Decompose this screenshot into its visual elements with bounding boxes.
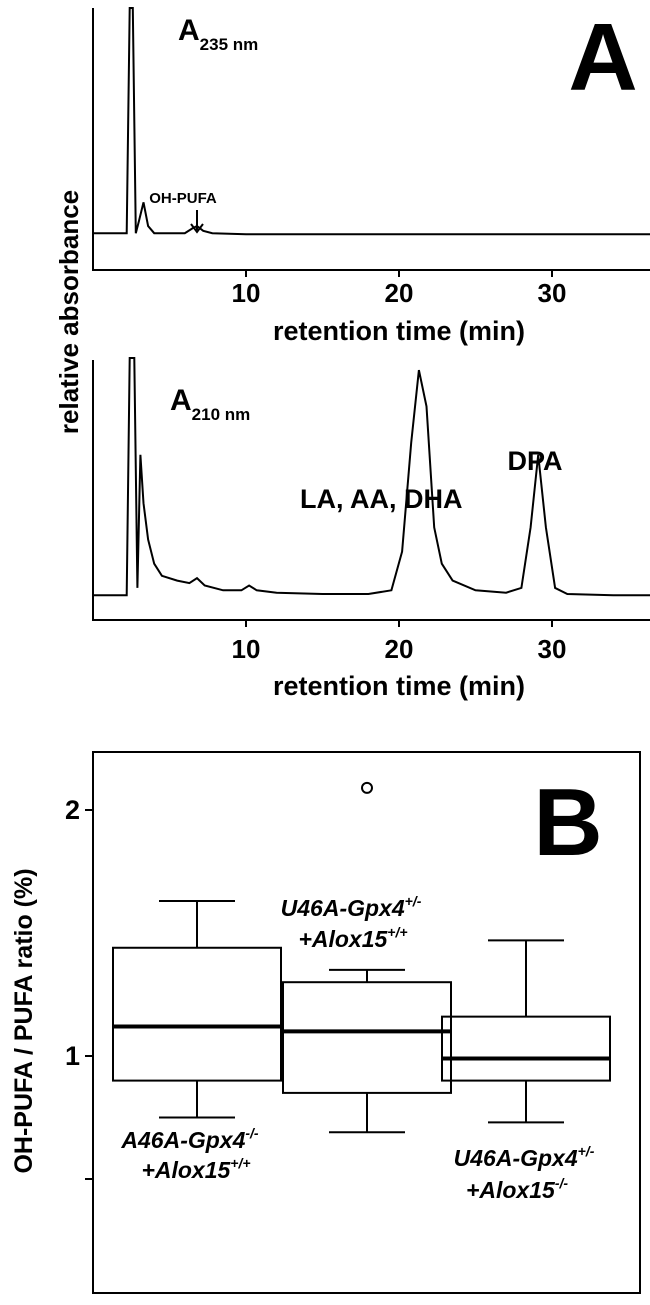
boxes (112, 781, 611, 1134)
box-group-3 (441, 939, 611, 1124)
group-2-genotype-2: +/+ (387, 924, 407, 940)
axes-235 (92, 8, 650, 271)
group-2-genotype-1: +/- (405, 893, 422, 909)
boxplot-frame (92, 751, 641, 1294)
x-tick-label: 30 (538, 278, 567, 308)
x-ticks-235: 10 20 30 (232, 270, 567, 308)
group-3-line-1: U46A-Gpx4+/- (454, 1143, 595, 1171)
group-label-2: U46A-Gpx4+/- +Alox15+/+ (281, 893, 422, 952)
box-group-2 (282, 781, 452, 1134)
peak-label-dpa: DPA (507, 446, 562, 476)
x-tick-label: 10 (232, 278, 261, 308)
box-group-1 (112, 900, 282, 1119)
boxplot: 12 OH-PUFA / PUFA ratio (%) A46A-Gpx4-/-… (10, 751, 641, 1294)
label-sub-210: 210 nm (192, 405, 251, 424)
group-1-name: A46A-Gpx4 (120, 1127, 245, 1153)
group-3-name: U46A-Gpx4 (454, 1145, 578, 1171)
group-label-3: U46A-Gpx4+/- +Alox15-/- (454, 1143, 595, 1203)
iqr-box (282, 981, 452, 1094)
panel-a-letter: A (568, 4, 637, 111)
group-1-genotype-1: -/- (245, 1125, 259, 1141)
xlabel-235: retention time (min) (273, 316, 525, 346)
x-tick-label: 20 (385, 278, 414, 308)
x-ticks-210: 10 20 30 (232, 620, 567, 664)
group-2-line-1: U46A-Gpx4+/- (281, 893, 422, 921)
label-main-210: A (170, 384, 192, 417)
ohpufa-arrow (190, 210, 204, 234)
group-2-name: U46A-Gpx4 (281, 895, 405, 921)
group-3-line-2: +Alox15-/- (466, 1175, 568, 1203)
trace-210 (93, 357, 650, 597)
chromatogram-235: 10 20 30 A235 nm OH-PUFA retention time (m… (92, 7, 650, 346)
group-label-1: A46A-Gpx4-/- +Alox15+/+ (120, 1125, 259, 1183)
label-sub-235: 235 nm (200, 35, 259, 54)
x-tick-label: 20 (385, 634, 414, 664)
y-ticks-box: 12 (65, 795, 93, 1180)
wavelength-label-235: A235 nm (178, 14, 258, 54)
ohpufa-annotation: OH-PUFA (149, 190, 217, 207)
trace-235 (93, 7, 650, 236)
iqr-box (441, 1015, 611, 1082)
group-1-genotype-2: +/+ (230, 1155, 250, 1171)
group-1-alox: +Alox15 (141, 1157, 231, 1183)
group-2-alox: +Alox15 (298, 926, 388, 952)
group-3-genotype-1: +/- (578, 1143, 595, 1159)
shared-ylabel: relative absorbance (54, 190, 84, 434)
group-1-line-1: A46A-Gpx4-/- (120, 1125, 259, 1153)
group-2-line-2: +Alox15+/+ (298, 924, 407, 952)
y-tick-label: 1 (65, 1041, 80, 1071)
label-main-235: A (178, 14, 200, 47)
outlier-point (361, 781, 373, 794)
box-ylabel: OH-PUFA / PUFA ratio (%) (10, 868, 38, 1173)
x-tick-label: 30 (538, 634, 567, 664)
panel-b-letter: B (533, 769, 602, 876)
x-tick-label: 10 (232, 634, 261, 664)
group-3-genotype-2: -/- (555, 1175, 569, 1191)
group-1-line-2: +Alox15+/+ (141, 1155, 250, 1183)
chromatogram-210: 10 20 30 A210 nm LA, AA, DHA DPA retention… (92, 357, 650, 701)
wavelength-label-210: A210 nm (170, 384, 250, 424)
y-tick-label: 2 (65, 795, 80, 825)
xlabel-210: retention time (min) (273, 671, 525, 701)
peak-label-la-aa-dha: LA, AA, DHA (300, 484, 463, 514)
iqr-box (112, 946, 282, 1082)
group-3-alox: +Alox15 (466, 1177, 556, 1203)
axes-210 (92, 360, 650, 621)
